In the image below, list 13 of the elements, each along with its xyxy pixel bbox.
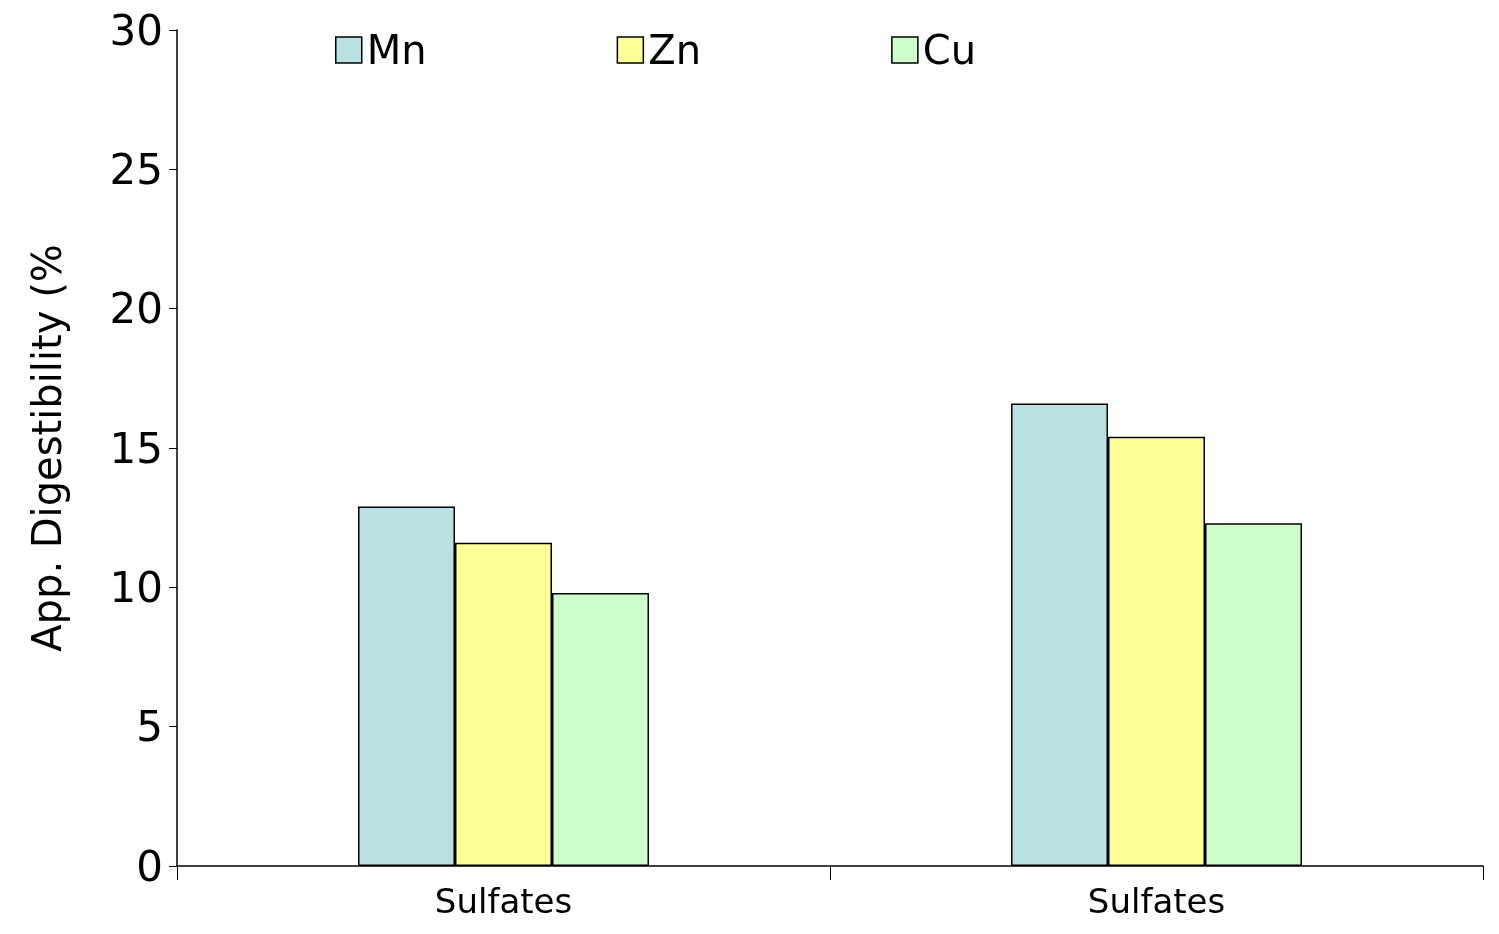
legend-label: Cu — [922, 27, 977, 73]
x-tick-label: Sulfates — [1087, 881, 1226, 921]
y-axis-title: App. Digestibility (% — [24, 244, 70, 652]
y-tick-label: 0 — [136, 841, 163, 891]
legend-label: Zn — [648, 27, 702, 73]
y-tick-label: 20 — [109, 284, 163, 334]
y-tick-label: 15 — [109, 423, 163, 473]
y-tick-label: 10 — [109, 562, 163, 612]
y-tick-label: 25 — [109, 144, 163, 194]
x-tick-label: Sulfates — [434, 881, 573, 921]
legend-label: Mn — [366, 27, 427, 73]
y-tick-label: 5 — [136, 702, 163, 752]
y-tick-label: 30 — [109, 5, 163, 55]
